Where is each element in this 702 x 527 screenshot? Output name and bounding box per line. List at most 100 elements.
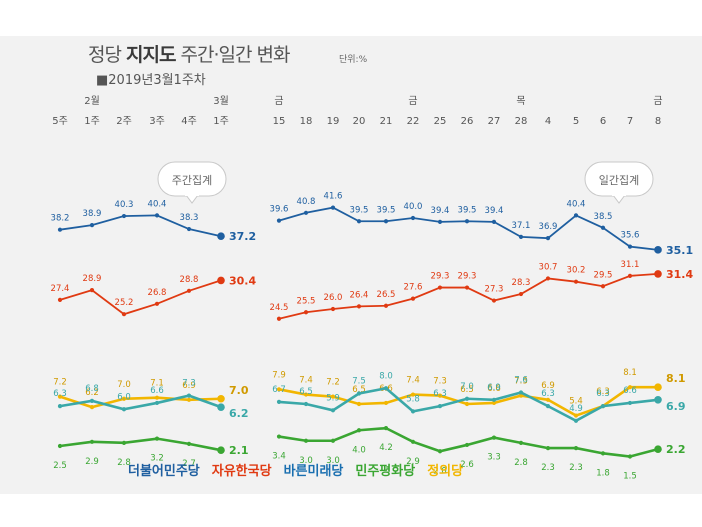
weekly-data-point	[89, 223, 95, 228]
daily-data-label: 5.9	[326, 393, 340, 403]
daily-data-label: 39.5	[458, 205, 477, 215]
daily-data-label: 31.1	[621, 260, 640, 270]
daily-data-label: 36.9	[539, 222, 558, 232]
daily-data-label: 2.0	[433, 466, 447, 476]
daily-data-label: 3.0	[326, 456, 340, 466]
daily-data-point	[518, 440, 524, 445]
daily-data-point	[464, 396, 470, 401]
daily-data-label: 37.1	[512, 221, 531, 231]
weekly-data-label: 2.9	[85, 457, 99, 467]
daily-data-label: 4.9	[569, 404, 583, 414]
weekly-series-line	[59, 214, 222, 238]
daily-data-point	[518, 393, 524, 398]
daily-data-point	[437, 219, 443, 224]
daily-data-point	[491, 298, 497, 303]
daily-data-point	[464, 285, 470, 290]
daily-data-label: 28.3	[512, 278, 531, 288]
daily-data-point	[410, 215, 416, 221]
daily-data-label: 7.6	[514, 375, 528, 385]
daily-data-label: 3.4	[272, 452, 286, 462]
daily-data-label: 6.6	[487, 384, 501, 394]
daily-data-label: 6.9	[487, 383, 501, 393]
daily-data-point	[383, 219, 389, 224]
daily-data-point	[654, 270, 662, 278]
daily-x-tick: 25	[434, 116, 447, 127]
daily-data-point	[276, 434, 282, 439]
weekly-data-label: 38.9	[83, 209, 102, 219]
weekly-top-label: 3월	[213, 95, 229, 107]
weekly-data-point	[154, 400, 160, 406]
daily-data-label: 6.9	[666, 400, 686, 413]
daily-data-label: 6.7	[272, 385, 286, 395]
weekly-data-point	[89, 398, 95, 403]
daily-data-point	[464, 442, 470, 448]
weekly-series-line	[59, 395, 222, 409]
weekly-data-label: 6.8	[85, 384, 99, 394]
weekly-series-line	[59, 279, 222, 316]
daily-data-point	[545, 236, 551, 241]
daily-data-label: 1.5	[623, 472, 637, 482]
weekly-series-line	[59, 394, 222, 411]
daily-data-label: 1.8	[596, 468, 610, 478]
weekly-data-label: 26.8	[148, 288, 167, 298]
daily-data-label: 39.5	[377, 205, 396, 215]
daily-data-label: 2.2	[666, 443, 686, 456]
weekly-data-point	[154, 301, 160, 306]
daily-top-label: 목	[516, 95, 525, 107]
daily-data-label: 6.3	[541, 389, 555, 399]
daily-data-label: 3.3	[487, 453, 501, 463]
weekly-x-tick: 3주	[149, 116, 165, 127]
weekly-data-label: 7.1	[150, 379, 164, 389]
daily-top-label: 금	[653, 95, 662, 107]
daily-data-label: 40.8	[297, 197, 316, 207]
daily-data-label: 8.0	[379, 371, 393, 381]
weekly-data-label: 25.2	[115, 298, 134, 308]
daily-data-label: 8.1	[623, 368, 637, 378]
weekly-data-point	[217, 403, 225, 411]
daily-data-label: 29.5	[594, 270, 613, 280]
weekly-data-label: 7.3	[182, 379, 196, 389]
daily-data-point	[303, 210, 309, 215]
daily-data-label: 6.5	[299, 387, 313, 397]
daily-data-point	[356, 391, 362, 396]
weekly-data-point	[217, 232, 225, 240]
daily-data-point	[276, 316, 282, 321]
daily-x-tick: 20	[353, 116, 366, 127]
daily-data-point	[303, 438, 309, 443]
weekly-data-point	[186, 288, 192, 293]
daily-data-label: 6.5	[460, 385, 474, 395]
daily-data-label: 26.0	[324, 293, 343, 303]
daily-data-point	[330, 394, 336, 399]
daily-data-point	[356, 428, 362, 433]
daily-data-point	[464, 219, 470, 224]
weekly-data-label: 30.4	[229, 274, 256, 287]
party-legend: 더불어민주당 자유한국당 바른미래당 민주평화당 정의당	[128, 460, 475, 479]
weekly-data-point	[154, 395, 160, 400]
daily-data-point	[545, 276, 551, 281]
daily-x-tick: 26	[461, 116, 474, 127]
daily-data-point	[464, 401, 470, 407]
daily-data-point	[545, 446, 551, 451]
daily-data-point	[654, 383, 662, 392]
daily-data-label: 7.2	[326, 378, 340, 388]
daily-data-point	[491, 397, 497, 402]
daily-data-label: 40.0	[404, 202, 423, 212]
daily-x-tick: 19	[327, 116, 340, 127]
weekly-data-point	[121, 407, 127, 412]
weekly-data-point	[89, 405, 95, 410]
weekly-data-label: 40.3	[115, 200, 134, 210]
weekly-data-point	[217, 276, 225, 285]
daily-data-point	[627, 400, 633, 406]
weekly-data-label: 28.9	[83, 274, 102, 284]
weekly-data-point	[154, 436, 160, 441]
weekly-data-label: 37.2	[229, 230, 256, 243]
daily-data-label: 7.4	[299, 376, 313, 386]
weekly-data-label: 7.0	[229, 384, 249, 397]
weekly-data-label: 2.8	[117, 458, 131, 468]
daily-data-point	[276, 387, 282, 392]
daily-data-point	[303, 401, 309, 407]
daily-data-point	[600, 404, 606, 409]
daily-data-point	[303, 310, 309, 315]
daily-top-label: 금	[408, 95, 417, 107]
weekly-x-tick: 5주	[52, 116, 68, 127]
